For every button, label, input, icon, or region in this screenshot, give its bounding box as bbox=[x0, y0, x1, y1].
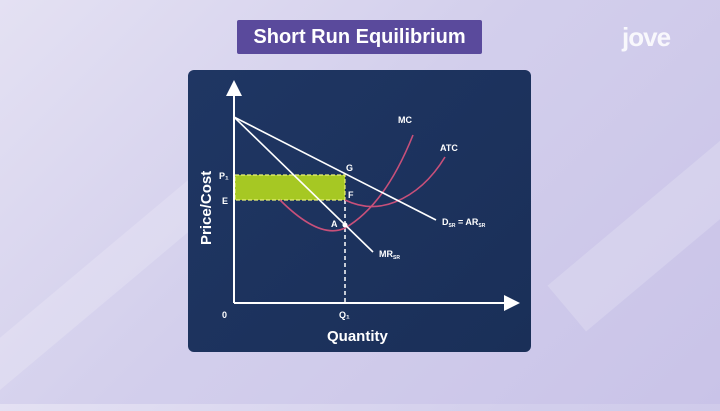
label-atc: ATC bbox=[440, 143, 458, 153]
y-axis-label: Price/Cost bbox=[198, 171, 215, 245]
label-g: G bbox=[346, 163, 353, 173]
atc-curve bbox=[344, 156, 446, 208]
mr-curve bbox=[233, 116, 374, 253]
mc-curve bbox=[279, 134, 414, 232]
profit-area bbox=[234, 174, 346, 201]
label-p1: P₁ bbox=[219, 171, 229, 181]
label-demand: DSR = ARSR bbox=[442, 217, 486, 229]
equilibrium-diagram: P₁ E 0 Q₁ G F A MC ATC DSR = ARSR MRSR P… bbox=[198, 80, 520, 345]
label-e: E bbox=[222, 196, 228, 206]
x-axis-label: Quantity bbox=[327, 328, 388, 345]
bg-stripe bbox=[547, 28, 720, 332]
point-a bbox=[342, 222, 348, 228]
jove-logo: jove bbox=[622, 22, 671, 52]
label-origin: 0 bbox=[222, 310, 227, 320]
label-mc: MC bbox=[398, 115, 412, 125]
slide-title: Short Run Equilibrium bbox=[237, 20, 482, 54]
diagram-panel: P₁ E 0 Q₁ G F A MC ATC DSR = ARSR MRSR P… bbox=[188, 70, 531, 352]
label-mr: MRSR bbox=[379, 249, 400, 261]
demand-curve bbox=[233, 116, 437, 221]
label-f: F bbox=[348, 190, 354, 200]
label-a: A bbox=[331, 219, 338, 229]
label-q1: Q₁ bbox=[339, 310, 350, 320]
